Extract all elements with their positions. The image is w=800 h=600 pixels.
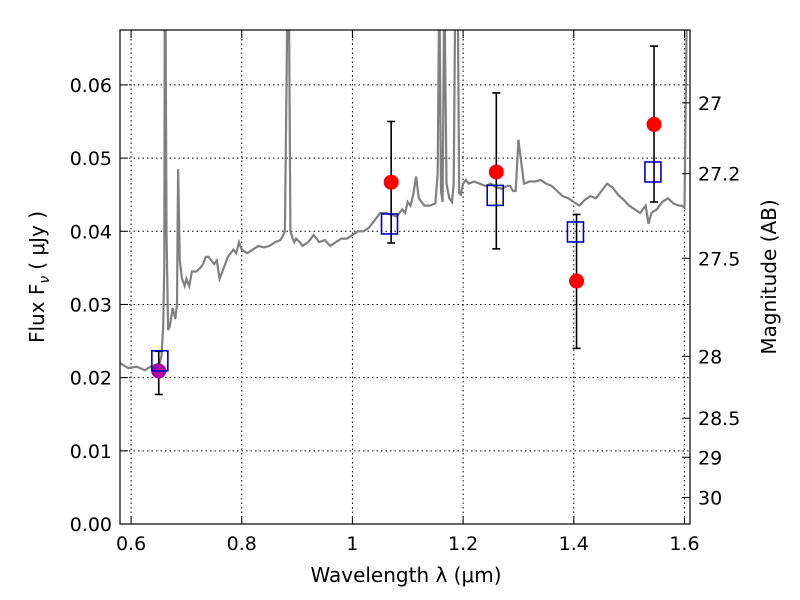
y2-tick-label: 30 — [698, 487, 722, 509]
y-axis-title: Flux Fν ( μJy ) — [25, 211, 53, 343]
y-axis-title-unit: ( μJy ) — [25, 211, 49, 270]
y-tick-label: 0.05 — [70, 148, 112, 170]
y-tick-label: 0.02 — [70, 368, 112, 390]
model-square-marker — [151, 349, 169, 372]
y-tick-label: 0.01 — [70, 441, 112, 463]
plot-frame — [119, 29, 691, 525]
y-axis-title-subscript: ν — [37, 276, 53, 284]
y2-tick-label: 27.2 — [698, 164, 740, 186]
y2-tick-label: 28.5 — [698, 408, 740, 430]
observed-point — [383, 174, 399, 190]
observed-point — [569, 273, 585, 289]
data-series — [120, 30, 688, 396]
model-square-marker — [380, 213, 399, 235]
y-tick-label: 0.04 — [70, 221, 112, 243]
y-tick-label: 0.03 — [70, 294, 112, 316]
y2-tick-label: 27 — [698, 93, 722, 115]
x-tick-label: 1.6 — [669, 533, 699, 555]
observed-point — [488, 164, 504, 180]
observed-point — [646, 116, 662, 132]
y2-tick-label: 27.5 — [698, 248, 740, 270]
x-tick-label: 1.4 — [559, 533, 589, 555]
y2-tick-label: 29 — [698, 447, 722, 469]
x-tick-label: 1 — [346, 533, 358, 555]
y2-axis-title: Magnitude (AB) — [757, 199, 781, 354]
y-tick-label: 0.06 — [70, 75, 112, 97]
y2-tick-label: 28 — [698, 346, 722, 368]
axis-ticks: 0.6 0.8 1 1.2 1.4 1.6 0.00 0.01 0.02 0.03 0.04 0.05… — [70, 30, 740, 555]
x-tick-label: 1.2 — [448, 533, 478, 555]
x-tick-label: 0.8 — [227, 533, 257, 555]
x-tick-label: 0.6 — [116, 533, 146, 555]
model-square-marker — [486, 184, 505, 207]
x-axis-title: Wavelength λ (μm) — [310, 563, 501, 587]
y-axis-title-main: Flux F — [25, 284, 49, 343]
y-tick-label: 0.00 — [70, 514, 112, 536]
model-square-marker — [644, 161, 662, 183]
model-square-marker — [566, 221, 585, 243]
